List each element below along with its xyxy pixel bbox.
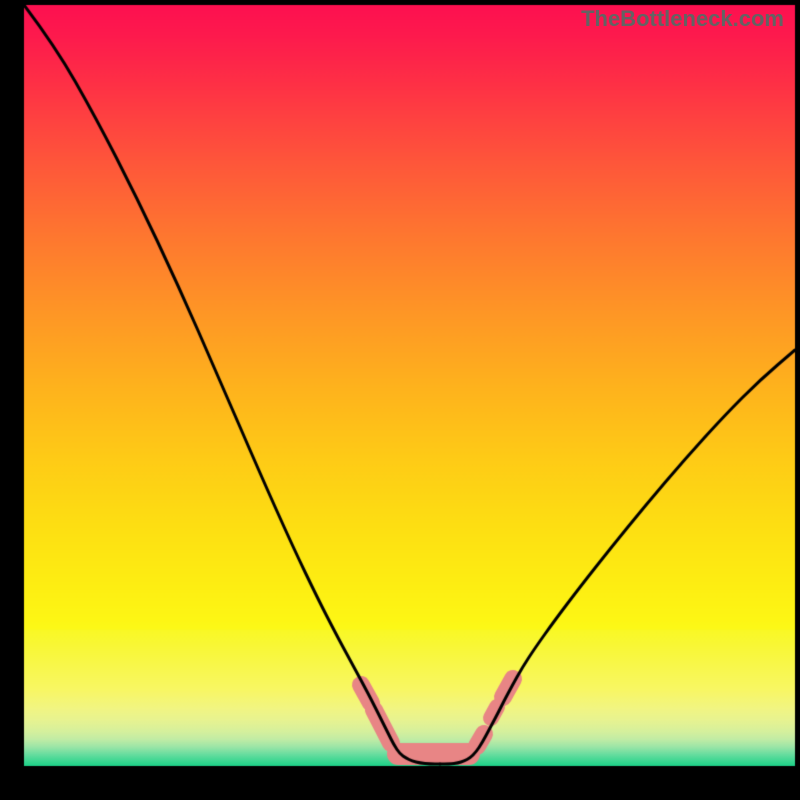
chart-container: TheBottleneck.com xyxy=(0,0,800,800)
watermark-text: TheBottleneck.com xyxy=(581,6,784,32)
bottleneck-curve-chart xyxy=(0,0,800,800)
